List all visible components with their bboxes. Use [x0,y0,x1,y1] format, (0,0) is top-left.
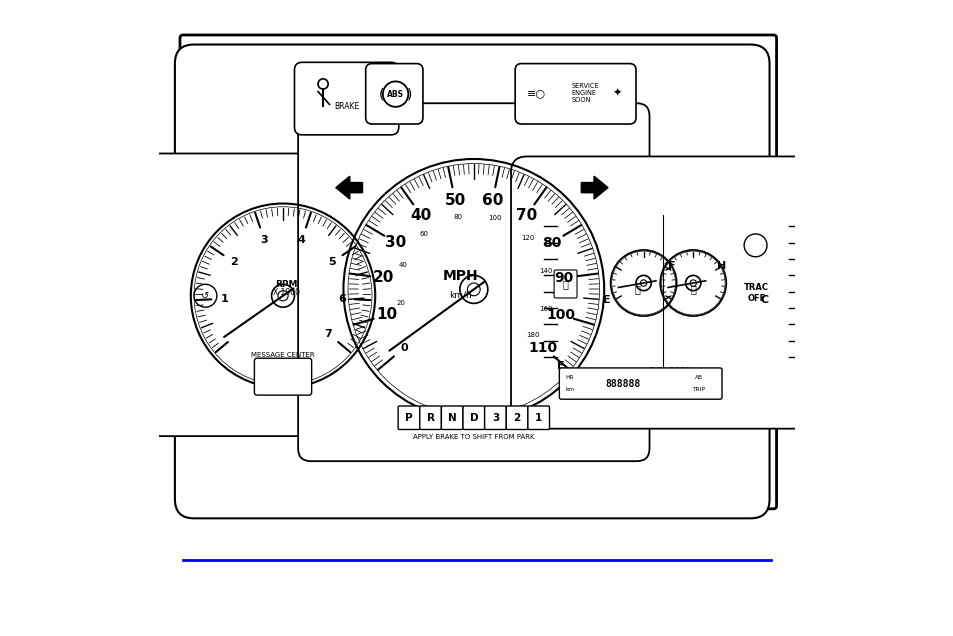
Text: SERVICE
ENGINE
SOON: SERVICE ENGINE SOON [571,83,598,103]
FancyBboxPatch shape [174,45,769,518]
Text: 50: 50 [444,193,465,208]
FancyBboxPatch shape [136,153,430,436]
Text: RPM: RPM [274,280,297,289]
Text: R: R [426,413,435,423]
Text: 5: 5 [328,258,335,268]
Text: 🌡: 🌡 [690,285,696,294]
Text: BRAKE: BRAKE [335,102,359,111]
Text: 6: 6 [337,294,346,303]
Text: 100: 100 [488,215,501,221]
Text: HR: HR [565,375,574,380]
Text: ✦: ✦ [612,88,621,98]
FancyBboxPatch shape [515,64,636,124]
Text: MESSAGE CENTER: MESSAGE CENTER [251,352,314,358]
FancyBboxPatch shape [484,406,506,429]
Text: 100: 100 [546,308,575,322]
Text: ◄ FUEL DOOR: ◄ FUEL DOOR [641,367,689,373]
Text: C: C [760,294,767,305]
Text: 110: 110 [528,341,558,355]
FancyBboxPatch shape [506,406,527,429]
FancyBboxPatch shape [419,406,441,429]
FancyBboxPatch shape [554,270,577,298]
Polygon shape [335,176,362,199]
FancyBboxPatch shape [462,406,484,429]
Text: 2: 2 [513,413,520,423]
Text: F: F [667,261,675,272]
Text: ⛽: ⛽ [634,285,639,294]
Text: 60: 60 [419,231,428,237]
Text: D: D [469,413,477,423]
Text: X 1000: X 1000 [273,288,299,297]
Text: 120: 120 [520,235,534,241]
Text: 10: 10 [375,307,397,322]
FancyBboxPatch shape [365,64,422,124]
Text: 3: 3 [260,235,268,245]
Text: E: E [557,361,564,371]
FancyBboxPatch shape [527,406,549,429]
Text: 20: 20 [395,300,405,306]
Text: 160: 160 [538,306,552,312]
Text: MPH: MPH [442,269,478,284]
Text: 40: 40 [398,263,408,268]
Text: ↺: ↺ [201,291,210,301]
Text: 0: 0 [400,343,408,352]
Polygon shape [580,176,607,199]
Text: 140: 140 [538,268,552,274]
Text: 20: 20 [373,270,395,286]
Text: km: km [565,387,575,392]
Text: 1: 1 [220,294,228,303]
Text: 3: 3 [492,413,498,423]
Text: ≡○: ≡○ [526,88,545,99]
Text: E: E [603,294,611,305]
Text: 60: 60 [481,193,502,208]
Text: 888888: 888888 [605,378,640,389]
FancyBboxPatch shape [558,368,721,399]
Text: 1: 1 [535,413,541,423]
FancyBboxPatch shape [397,406,419,429]
Text: (: ( [378,87,384,101]
Text: AB: AB [694,375,702,380]
Text: P: P [405,413,413,423]
FancyBboxPatch shape [180,35,776,509]
FancyBboxPatch shape [441,406,462,429]
Text: 30: 30 [385,235,406,251]
Text: ⛽: ⛽ [562,279,568,289]
Text: ABS: ABS [387,90,404,99]
Text: 7: 7 [324,329,332,339]
Text: 70: 70 [516,208,537,223]
FancyBboxPatch shape [254,358,312,395]
Text: 80: 80 [541,236,560,250]
Text: 2: 2 [230,258,238,268]
Text: H: H [716,261,725,272]
Text: km/h: km/h [449,290,472,299]
Text: 180: 180 [525,331,539,338]
Text: ): ) [407,87,412,101]
FancyBboxPatch shape [294,62,398,135]
Text: N: N [447,413,456,423]
Text: TRAC
OFF: TRAC OFF [743,282,768,303]
Text: APPLY BRAKE TO SHIFT FROM PARK: APPLY BRAKE TO SHIFT FROM PARK [413,434,534,439]
Text: 90: 90 [554,271,573,285]
Text: TRIP: TRIP [691,387,703,392]
Text: 4: 4 [297,235,305,245]
FancyBboxPatch shape [297,103,649,461]
Text: 80: 80 [453,214,462,220]
FancyBboxPatch shape [511,156,839,429]
Text: 40: 40 [410,208,432,223]
